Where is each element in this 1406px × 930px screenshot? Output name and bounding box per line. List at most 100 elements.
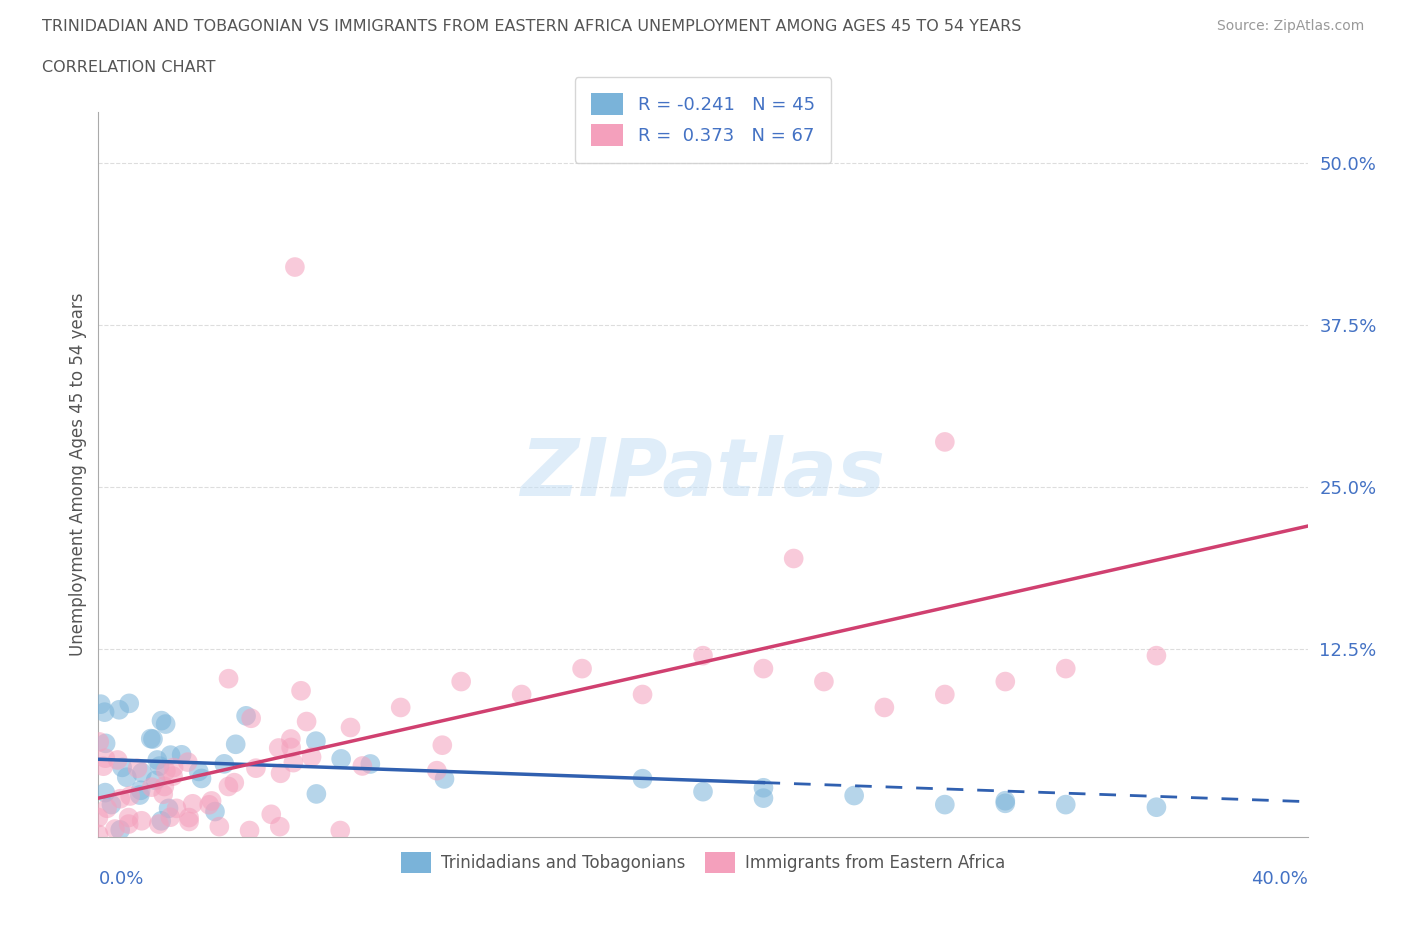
Point xyxy=(208,819,231,834)
Point xyxy=(1144,800,1167,815)
Point xyxy=(110,791,132,806)
Point xyxy=(118,696,141,711)
Point xyxy=(155,717,177,732)
Point xyxy=(108,822,131,837)
Point xyxy=(339,720,361,735)
Point xyxy=(139,731,162,746)
Point xyxy=(159,748,181,763)
Point xyxy=(994,796,1017,811)
Text: TRINIDADIAN AND TOBAGONIAN VS IMMIGRANTS FROM EASTERN AFRICA UNEMPLOYMENT AMONG : TRINIDADIAN AND TOBAGONIAN VS IMMIGRANTS… xyxy=(42,19,1022,33)
Point xyxy=(994,674,1017,689)
Point xyxy=(157,801,180,816)
Point xyxy=(146,752,169,767)
Point xyxy=(145,773,167,788)
Point xyxy=(181,796,204,811)
Point xyxy=(111,760,134,775)
Point xyxy=(692,784,714,799)
Point xyxy=(752,790,775,805)
Point xyxy=(100,797,122,812)
Point xyxy=(267,740,290,755)
Point xyxy=(107,752,129,767)
Point xyxy=(1144,648,1167,663)
Point xyxy=(218,671,240,686)
Point xyxy=(1054,661,1077,676)
Text: 0.0%: 0.0% xyxy=(98,870,143,887)
Point xyxy=(217,779,239,794)
Point xyxy=(305,787,328,802)
Point xyxy=(280,740,302,755)
Point xyxy=(295,714,318,729)
Point xyxy=(142,732,165,747)
Point xyxy=(245,761,267,776)
Point xyxy=(131,814,153,829)
Point xyxy=(352,759,374,774)
Text: Source: ZipAtlas.com: Source: ZipAtlas.com xyxy=(1216,19,1364,33)
Point xyxy=(115,770,138,785)
Point xyxy=(290,684,312,698)
Point xyxy=(752,780,775,795)
Point xyxy=(204,804,226,819)
Point xyxy=(280,732,302,747)
Point xyxy=(631,771,654,786)
Point xyxy=(152,787,174,802)
Point xyxy=(94,785,117,800)
Point xyxy=(934,797,956,812)
Point xyxy=(155,764,177,778)
Point xyxy=(305,734,328,749)
Point xyxy=(150,814,173,829)
Point xyxy=(389,700,412,715)
Point xyxy=(150,713,173,728)
Point xyxy=(190,771,212,786)
Point xyxy=(510,687,533,702)
Point xyxy=(240,711,263,725)
Text: CORRELATION CHART: CORRELATION CHART xyxy=(42,60,215,75)
Point xyxy=(235,709,257,724)
Point xyxy=(118,817,141,831)
Point xyxy=(94,736,117,751)
Point xyxy=(270,766,292,781)
Point xyxy=(813,674,835,689)
Point xyxy=(692,648,714,663)
Point xyxy=(783,551,806,566)
Point xyxy=(187,764,209,778)
Point xyxy=(87,827,110,842)
Point xyxy=(873,700,896,715)
Text: 40.0%: 40.0% xyxy=(1251,870,1308,887)
Point xyxy=(330,751,353,766)
Point xyxy=(89,735,111,750)
Point xyxy=(162,769,184,784)
Point xyxy=(104,821,127,836)
Point xyxy=(260,807,283,822)
Point xyxy=(631,687,654,702)
Point xyxy=(239,823,262,838)
Point xyxy=(93,759,115,774)
Point xyxy=(200,793,222,808)
Point xyxy=(170,748,193,763)
Point xyxy=(433,772,456,787)
Point xyxy=(131,765,153,780)
Point xyxy=(159,810,181,825)
Point xyxy=(149,759,172,774)
Point xyxy=(127,761,149,776)
Point xyxy=(179,810,201,825)
Point xyxy=(359,756,381,771)
Point xyxy=(93,705,115,720)
Point xyxy=(118,810,141,825)
Point xyxy=(934,434,956,449)
Point xyxy=(179,814,201,829)
Point xyxy=(752,661,775,676)
Point xyxy=(166,801,188,816)
Legend: Trinidadians and Tobagonians, Immigrants from Eastern Africa: Trinidadians and Tobagonians, Immigrants… xyxy=(394,845,1012,880)
Point xyxy=(214,756,236,771)
Point xyxy=(120,789,142,804)
Point xyxy=(90,697,112,711)
Point xyxy=(284,259,307,274)
Point xyxy=(128,788,150,803)
Point xyxy=(108,702,131,717)
Text: ZIPatlas: ZIPatlas xyxy=(520,435,886,513)
Point xyxy=(177,754,200,769)
Point xyxy=(844,788,866,803)
Point xyxy=(96,801,118,816)
Point xyxy=(994,793,1017,808)
Point xyxy=(283,755,305,770)
